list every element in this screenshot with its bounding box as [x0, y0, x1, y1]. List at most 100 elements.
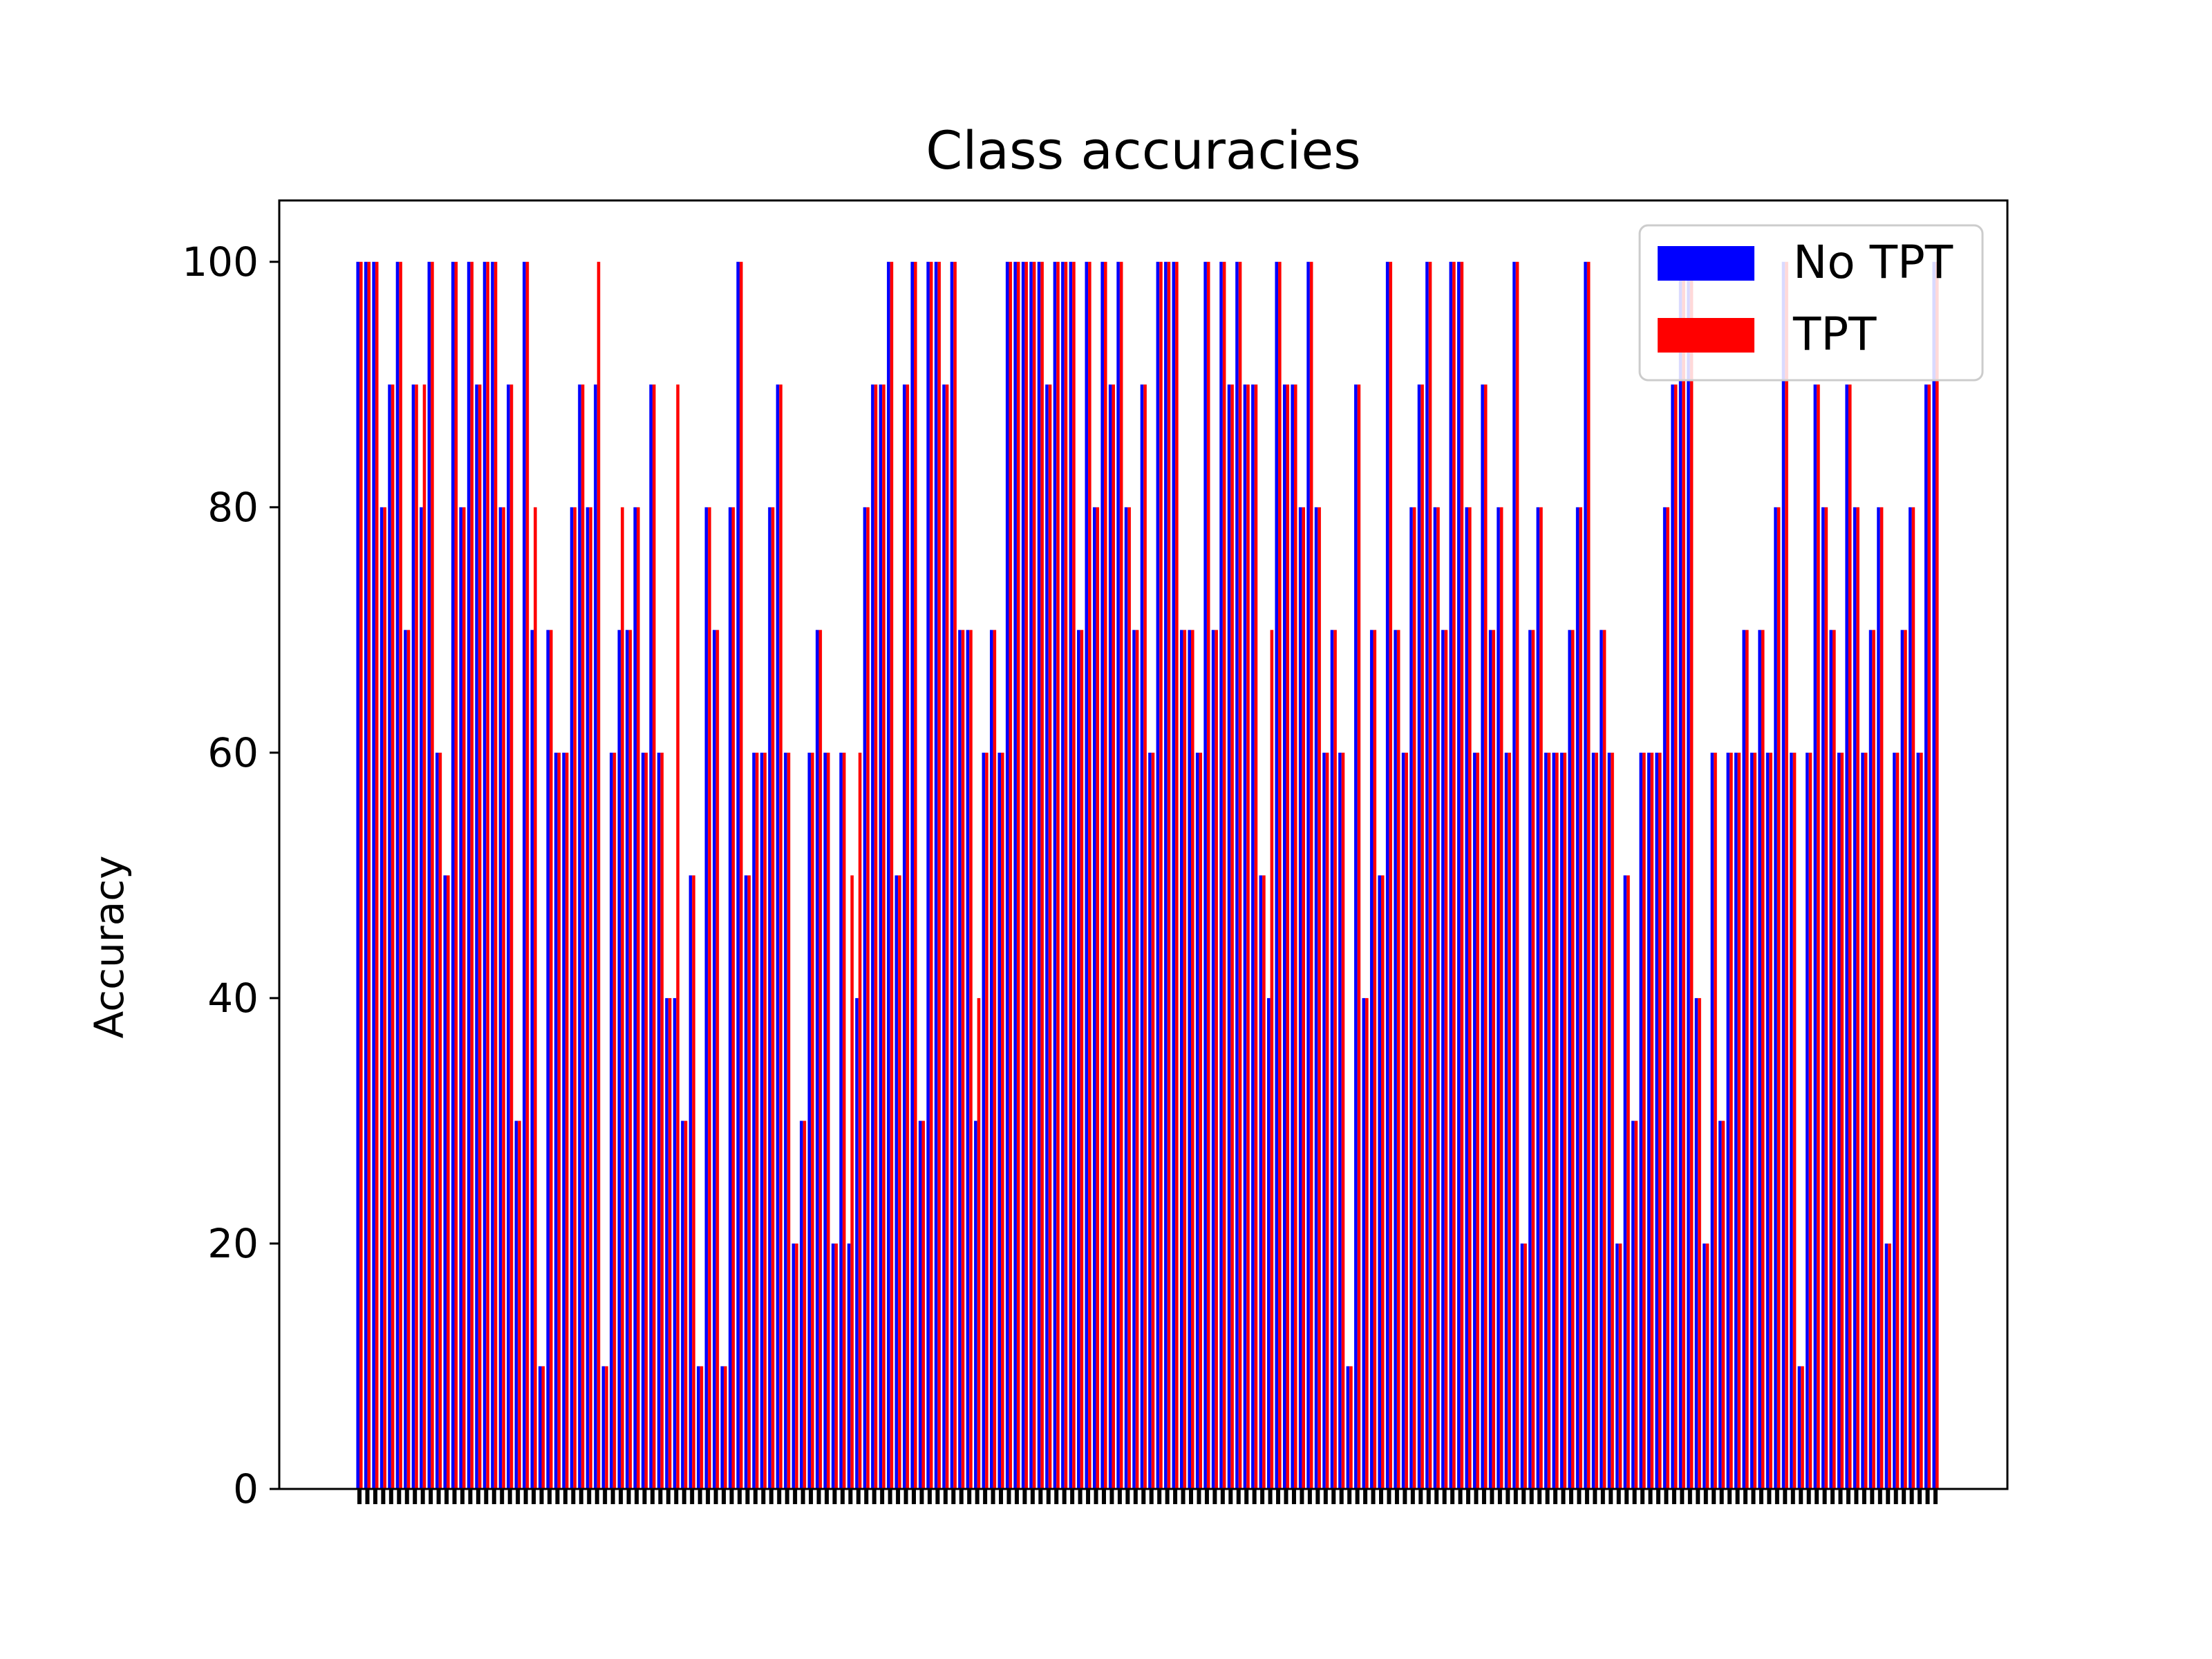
bar-no-tpt-4: [388, 384, 391, 1489]
bar-tpt-113: [1254, 384, 1258, 1489]
bar-no-tpt-145: [1504, 752, 1508, 1489]
bar-tpt-193: [1888, 1243, 1891, 1489]
y-tick-label-80: 80: [207, 484, 259, 531]
bar-no-tpt-170: [1703, 1243, 1706, 1489]
bar-tpt-195: [1904, 630, 1907, 1489]
bar-no-tpt-147: [1520, 1243, 1524, 1489]
bar-tpt-155: [1586, 261, 1591, 1489]
bar-tpt-65: [874, 384, 878, 1489]
bar-tpt-169: [1698, 997, 1701, 1489]
bar-tpt-90: [1072, 261, 1076, 1489]
bar-tpt-186: [1833, 630, 1836, 1489]
bar-tpt-183: [1808, 752, 1812, 1489]
bar-tpt-127: [1365, 997, 1369, 1489]
bar-tpt-58: [818, 630, 823, 1489]
bar-no-tpt-58: [815, 630, 819, 1489]
bar-tpt-189: [1856, 507, 1860, 1489]
bar-no-tpt-16: [482, 261, 487, 1489]
bar-tpt-168: [1689, 261, 1694, 1489]
bar-tpt-167: [1682, 261, 1685, 1489]
bar-no-tpt-68: [894, 875, 899, 1489]
bar-no-tpt-14: [467, 261, 471, 1489]
bar-no-tpt-123: [1330, 630, 1334, 1489]
bar-no-tpt-144: [1497, 507, 1500, 1489]
bar-tpt-68: [898, 875, 901, 1489]
bar-tpt-79: [985, 752, 988, 1489]
bar-no-tpt-29: [585, 507, 590, 1489]
bar-no-tpt-85: [1029, 261, 1033, 1489]
bar-tpt-57: [811, 752, 814, 1489]
bar-no-tpt-112: [1243, 384, 1247, 1489]
bar-tpt-29: [589, 507, 592, 1489]
bar-no-tpt-126: [1354, 384, 1358, 1489]
bar-tpt-162: [1642, 752, 1646, 1489]
bar-tpt-85: [1032, 261, 1036, 1489]
bar-no-tpt-13: [459, 507, 462, 1489]
y-tick-label-100: 100: [182, 238, 259, 285]
bar-no-tpt-132: [1401, 752, 1405, 1489]
bar-tpt-93: [1096, 507, 1100, 1489]
bar-no-tpt-92: [1085, 261, 1089, 1489]
bar-tpt-87: [1048, 384, 1052, 1489]
bar-tpt-78: [977, 997, 981, 1489]
bar-no-tpt-188: [1845, 384, 1848, 1489]
bar-tpt-131: [1396, 630, 1400, 1489]
bar-tpt-100: [1151, 752, 1155, 1489]
bar-no-tpt-10: [435, 752, 439, 1489]
bar-tpt-143: [1492, 630, 1495, 1489]
bar-tpt-176: [1753, 752, 1757, 1489]
bar-tpt-19: [509, 384, 514, 1489]
bar-no-tpt-199: [1932, 261, 1936, 1489]
bar-tpt-107: [1206, 261, 1210, 1489]
bar-no-tpt-193: [1884, 1243, 1888, 1489]
bar-no-tpt-129: [1378, 875, 1381, 1489]
bar-tpt-97: [1127, 507, 1131, 1489]
bar-tpt-41: [684, 1121, 688, 1489]
bar-no-tpt-45: [712, 630, 716, 1489]
bar-tpt-61: [842, 752, 846, 1489]
bar-no-tpt-183: [1806, 752, 1809, 1489]
bar-no-tpt-191: [1868, 630, 1873, 1489]
bar-no-tpt-102: [1164, 261, 1168, 1489]
bar-tpt-91: [1080, 630, 1084, 1489]
bar-no-tpt-106: [1195, 752, 1199, 1489]
bar-no-tpt-35: [633, 507, 637, 1489]
bar-tpt-165: [1666, 507, 1670, 1489]
bar-tpt-67: [890, 261, 894, 1489]
bar-tpt-63: [858, 752, 862, 1489]
bar-tpt-145: [1508, 752, 1511, 1489]
bar-no-tpt-143: [1488, 630, 1492, 1489]
bar-tpt-74: [945, 384, 949, 1489]
bar-tpt-5: [399, 261, 402, 1489]
bar-tpt-37: [652, 384, 656, 1489]
bar-tpt-77: [969, 630, 973, 1489]
bar-no-tpt-32: [610, 752, 613, 1489]
bar-tpt-112: [1246, 384, 1250, 1489]
bar-no-tpt-136: [1433, 507, 1437, 1489]
bar-no-tpt-142: [1481, 384, 1484, 1489]
bar-tpt-27: [573, 507, 577, 1489]
bar-no-tpt-127: [1362, 997, 1366, 1489]
bar-no-tpt-115: [1267, 997, 1271, 1489]
legend-swatch-no-tpt: [1658, 246, 1754, 281]
bar-tpt-148: [1531, 630, 1535, 1489]
bar-tpt-166: [1674, 384, 1678, 1489]
bar-tpt-138: [1452, 261, 1456, 1489]
bar-no-tpt-118: [1291, 384, 1294, 1489]
bar-no-tpt-139: [1456, 261, 1461, 1489]
bar-tpt-49: [747, 875, 751, 1489]
bar-tpt-14: [470, 261, 474, 1489]
bar-no-tpt-89: [1061, 261, 1065, 1489]
bar-tpt-26: [565, 752, 569, 1489]
bar-tpt-96: [1119, 261, 1123, 1489]
bar-no-tpt-164: [1655, 752, 1658, 1489]
bar-no-tpt-154: [1575, 507, 1580, 1489]
bar-no-tpt-186: [1829, 630, 1833, 1489]
bar-no-tpt-177: [1758, 630, 1761, 1489]
bar-no-tpt-1: [364, 261, 368, 1489]
bar-no-tpt-40: [673, 997, 677, 1489]
bar-no-tpt-9: [427, 261, 431, 1489]
bar-tpt-35: [637, 507, 640, 1489]
bar-tpt-135: [1428, 261, 1432, 1489]
bar-no-tpt-108: [1211, 630, 1215, 1489]
